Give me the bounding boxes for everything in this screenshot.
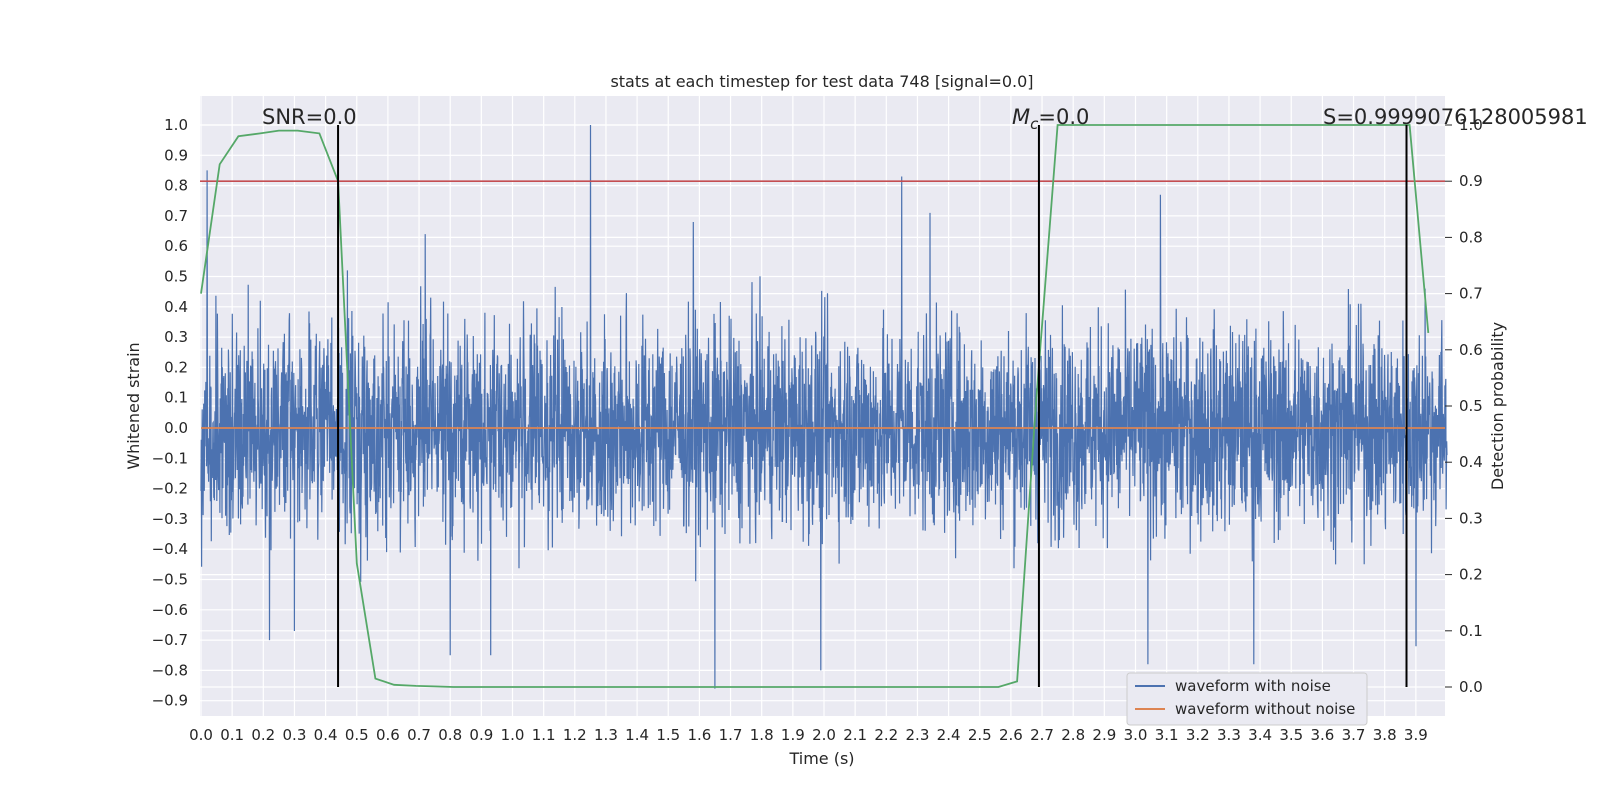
x-tick-38: 3.8	[1373, 726, 1397, 744]
annotation-chirp-mass-value: =0.0	[1038, 105, 1089, 129]
x-tick-9: 0.9	[469, 726, 493, 744]
x-tick-30: 3.0	[1124, 726, 1148, 744]
x-tick-16: 1.6	[687, 726, 711, 744]
y-tick-8: −0.1	[152, 449, 188, 467]
y2-tick-0: 0.0	[1459, 678, 1483, 696]
x-tick-17: 1.7	[719, 726, 743, 744]
y-tick-4: −0.5	[152, 571, 188, 589]
annotation-chirp-mass-sub: c	[1030, 115, 1039, 133]
y2-tick-2: 0.2	[1459, 566, 1483, 584]
x-tick-23: 2.3	[906, 726, 930, 744]
x-tick-labels: 0.0 0.1 0.2 0.3 0.4 0.5 0.6 0.7 0.8 0.9 1.0 1.1 1.2 1…	[189, 726, 1428, 744]
x-tick-25: 2.5	[968, 726, 992, 744]
x-tick-36: 3.6	[1310, 726, 1334, 744]
x-tick-20: 2.0	[812, 726, 836, 744]
y2-tick-10: 1.0	[1459, 116, 1483, 134]
y-tick-2: −0.7	[152, 631, 188, 649]
x-tick-2: 0.2	[251, 726, 275, 744]
x-tick-24: 2.4	[937, 726, 961, 744]
x-axis-label: Time (s)	[788, 749, 854, 768]
legend-box	[1126, 672, 1368, 726]
y-tick-17: 0.8	[164, 177, 188, 195]
x-tick-10: 1.0	[501, 726, 525, 744]
y2-tick-7: 0.7	[1459, 285, 1483, 303]
x-tick-28: 2.8	[1061, 726, 1085, 744]
y-tick-10: 0.1	[164, 389, 188, 407]
x-tick-33: 3.3	[1217, 726, 1241, 744]
x-tick-21: 2.1	[843, 726, 867, 744]
annotation-snr: SNR=0.0	[262, 105, 357, 129]
series-detection-probability	[200, 124, 1430, 688]
y-tick-15: 0.6	[164, 237, 188, 255]
y-tick-3: −0.6	[152, 601, 188, 619]
legend-label-noise: waveform with noise	[1175, 677, 1331, 695]
y-tick-7: −0.2	[152, 480, 188, 498]
x-tick-39: 3.9	[1404, 726, 1428, 744]
y-axis-label: Whitened strain	[124, 342, 143, 469]
legend-label-clean: waveform without noise	[1175, 700, 1355, 718]
y-tick-18: 0.9	[164, 146, 188, 164]
legend: waveform with noise waveform without noi…	[1126, 672, 1368, 726]
x-tick-1: 0.1	[220, 726, 244, 744]
noise-trace	[200, 124, 1448, 689]
x-tick-6: 0.6	[376, 726, 400, 744]
x-tick-7: 0.7	[407, 726, 431, 744]
y2-tick-3: 0.3	[1459, 509, 1483, 527]
x-tick-31: 3.1	[1155, 726, 1179, 744]
y-tick-13: 0.4	[164, 298, 188, 316]
y-tick-16: 0.7	[164, 207, 188, 225]
x-tick-5: 0.5	[345, 726, 369, 744]
x-tick-34: 3.4	[1248, 726, 1272, 744]
x-tick-12: 1.2	[563, 726, 587, 744]
x-tick-3: 0.3	[283, 726, 307, 744]
x-tick-37: 3.7	[1342, 726, 1366, 744]
y2-tick-1: 0.1	[1459, 622, 1483, 640]
y-tick-11: 0.2	[164, 358, 188, 376]
x-tick-18: 1.8	[750, 726, 774, 744]
x-tick-14: 1.4	[625, 726, 649, 744]
x-tick-35: 3.5	[1279, 726, 1303, 744]
x-tick-19: 1.9	[781, 726, 805, 744]
y2-tick-5: 0.5	[1459, 397, 1483, 415]
y-tick-5: −0.4	[152, 540, 188, 558]
annotation-s: S=0.9999076128005981	[1323, 105, 1588, 129]
x-tick-11: 1.1	[532, 726, 556, 744]
y2-tick-labels: 0.0 0.1 0.2 0.3 0.4 0.5 0.6 0.7 0.8 0.9 1.0	[1445, 116, 1483, 696]
y2-tick-6: 0.6	[1459, 341, 1483, 359]
x-tick-29: 2.9	[1092, 726, 1116, 744]
annotation-chirp-mass-symbol: M	[1012, 105, 1030, 129]
x-tick-8: 0.8	[438, 726, 462, 744]
x-tick-15: 1.5	[656, 726, 680, 744]
y2-tick-9: 0.9	[1459, 172, 1483, 190]
y-tick-1: −0.8	[152, 661, 188, 679]
x-tick-13: 1.3	[594, 726, 618, 744]
x-tick-0: 0.0	[189, 726, 213, 744]
y-tick-19: 1.0	[164, 116, 188, 134]
vertical-markers	[337, 125, 1408, 687]
x-tick-22: 2.2	[874, 726, 898, 744]
y-tick-14: 0.5	[164, 268, 188, 286]
chart-title: stats at each timestep for test data 748…	[610, 72, 1033, 91]
y-tick-labels: −0.9 −0.8 −0.7 −0.6 −0.5 −0.4 −0.3 −0.2 −0.1 0.0 0…	[152, 116, 188, 710]
series-waveform-with-noise	[200, 124, 1448, 689]
y-tick-9: 0.0	[164, 419, 188, 437]
x-tick-27: 2.7	[1030, 726, 1054, 744]
y-tick-12: 0.3	[164, 328, 188, 346]
y2-tick-8: 0.8	[1459, 228, 1483, 246]
y-tick-0: −0.9	[152, 692, 188, 710]
x-tick-32: 3.2	[1186, 726, 1210, 744]
annotation-chirp-mass: Mc=0.0	[1012, 105, 1089, 133]
y2-axis-label: Detection probability	[1488, 322, 1507, 490]
y2-tick-4: 0.4	[1459, 453, 1483, 471]
y-tick-6: −0.3	[152, 510, 188, 528]
x-tick-4: 0.4	[314, 726, 338, 744]
x-tick-26: 2.6	[999, 726, 1023, 744]
